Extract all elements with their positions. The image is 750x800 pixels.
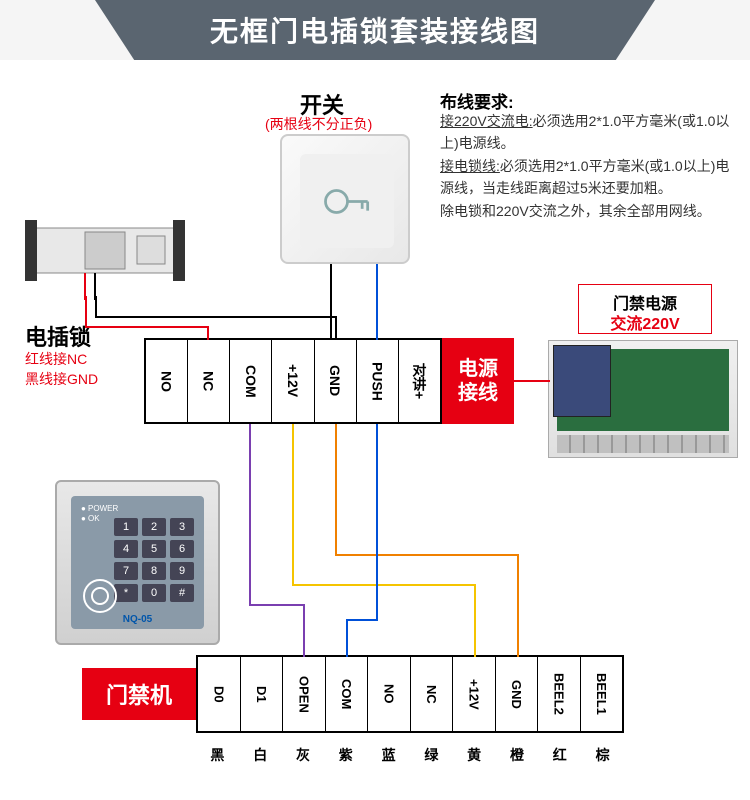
keypad-leds: ● POWER● OK xyxy=(81,504,118,525)
tb2-color-label: 红 xyxy=(538,745,581,765)
keypad-key: * xyxy=(114,584,138,602)
power-terminals xyxy=(557,435,729,453)
tb2-pin: GND xyxy=(496,657,539,731)
wire-lock-black-v xyxy=(95,296,97,316)
keypad-key: 0 xyxy=(142,584,166,602)
tb2-pin: COM xyxy=(326,657,369,731)
power-transformer xyxy=(553,345,611,417)
requirements-body: 接220V交流电:必须选用2*1.0平方毫米(或1.0以上)电源线。 接电锁线:… xyxy=(440,110,740,222)
switch-inner xyxy=(300,154,394,248)
wire-switch-black xyxy=(330,264,332,340)
tb2-color-label: 黄 xyxy=(453,745,496,765)
keypad-key: 6 xyxy=(170,540,194,558)
keypad-model: NQ-05 xyxy=(123,614,152,625)
keypad-key: 8 xyxy=(142,562,166,580)
keypad-key: 2 xyxy=(142,518,166,536)
wire-blue-v2 xyxy=(346,619,348,657)
lock-sublabel: 红线接NC 黑线接GND xyxy=(25,350,98,389)
terminal-block-controller: D0D1OPENCOMNONC+12VGNDBEEL2BEEL1 xyxy=(196,655,624,733)
tb1-pin: GND xyxy=(315,340,357,422)
wire-yellow-h xyxy=(292,584,476,586)
terminal-block-power-label: 电源 接线 xyxy=(442,338,514,424)
keypad-key: 4 xyxy=(114,540,138,558)
wire-blue-v1 xyxy=(376,424,378,619)
wire-yellow-v2 xyxy=(474,584,476,657)
tb1-pin: NO xyxy=(146,340,188,422)
wire-purple-v1 xyxy=(249,424,251,604)
keypad-key: 5 xyxy=(142,540,166,558)
keypad-key: 1 xyxy=(114,518,138,536)
tb1-pin: PUSH xyxy=(357,340,399,422)
tb2-pin: BEEL1 xyxy=(581,657,623,731)
keypad-key: # xyxy=(170,584,194,602)
tb2-pin: +12V xyxy=(453,657,496,731)
keypad-keys: 123 456 789 *0# xyxy=(114,518,194,602)
wire-lock-black-h xyxy=(95,316,335,318)
terminal-block-power: NONCCOM+12VGNDPUSH对讲+ xyxy=(144,338,442,424)
req-1a: 接220V交流电: xyxy=(440,113,533,129)
tb1-pin: COM xyxy=(230,340,272,422)
tb2-color-label: 紫 xyxy=(324,745,367,765)
page-title: 无框门电插锁套装接线图 xyxy=(210,10,540,50)
req-3: 除电锁和220V交流之外，其余全部用网线。 xyxy=(440,203,711,219)
wire-lock-red-h xyxy=(85,326,207,328)
wire-lock-red-v2 xyxy=(207,326,209,340)
diagram-canvas: 开关 (两根线不分正负) 布线要求: 接220V交流电:必须选用2*1.0平方毫… xyxy=(0,60,750,800)
power-label-2: 交流220V xyxy=(590,310,700,334)
tb2-color-label: 绿 xyxy=(410,745,453,765)
wire-blue-h xyxy=(346,619,378,621)
wire-power-red xyxy=(514,380,550,382)
tb2-pin: D1 xyxy=(241,657,284,731)
tb1-pin: 对讲+ xyxy=(399,340,440,422)
terminal-block-controller-label: 门禁机 xyxy=(82,668,196,720)
access-keypad: ● POWER● OK 123 456 789 *0# NQ-05 xyxy=(55,480,220,645)
wire-yellow-v1 xyxy=(292,424,294,584)
keypad-key: 7 xyxy=(114,562,138,580)
rfid-icon xyxy=(83,579,117,613)
power-supply xyxy=(548,340,738,458)
wire-lock-red-v xyxy=(85,296,87,326)
tb2-pin: NO xyxy=(368,657,411,731)
tb2-color-label: 蓝 xyxy=(367,745,410,765)
req-2a: 接电锁线: xyxy=(440,158,500,174)
lock-sub1: 红线接NC xyxy=(25,351,87,367)
keypad-key: 3 xyxy=(170,518,194,536)
tb1-pin: +12V xyxy=(272,340,314,422)
header-chevron: 无框门电插锁套装接线图 xyxy=(95,0,655,60)
wire-purple-v2 xyxy=(303,604,305,657)
lock-sub2: 黑线接GND xyxy=(25,371,98,387)
tb2-pin: NC xyxy=(411,657,454,731)
wire-purple-h xyxy=(249,604,303,606)
electric-lock xyxy=(25,210,185,310)
tb2-pin: BEEL2 xyxy=(538,657,581,731)
keypad-key: 9 xyxy=(170,562,194,580)
wire-orange-v1 xyxy=(335,424,337,554)
wire-orange-v2 xyxy=(517,554,519,657)
terminal-block-colors: 黑白灰紫蓝绿黄橙红棕 xyxy=(196,745,624,765)
lock-label: 电插锁 xyxy=(25,320,91,352)
tb2-color-label: 黑 xyxy=(196,745,239,765)
wire-switch-blue xyxy=(376,264,378,340)
header-banner: 无框门电插锁套装接线图 xyxy=(0,0,750,60)
wire-lock-black-v2 xyxy=(335,316,337,340)
tb2-color-label: 棕 xyxy=(581,745,624,765)
exit-switch xyxy=(280,134,410,264)
tb2-pin: OPEN xyxy=(283,657,326,731)
keypad-panel: ● POWER● OK 123 456 789 *0# NQ-05 xyxy=(71,496,204,629)
wire-orange-h xyxy=(335,554,517,556)
switch-sublabel: (两根线不分正负) xyxy=(265,114,372,134)
key-icon xyxy=(320,174,375,229)
tb2-color-label: 灰 xyxy=(282,745,325,765)
tb2-color-label: 橙 xyxy=(496,745,539,765)
tb2-color-label: 白 xyxy=(239,745,282,765)
tb1-pin: NC xyxy=(188,340,230,422)
tb2-pin: D0 xyxy=(198,657,241,731)
